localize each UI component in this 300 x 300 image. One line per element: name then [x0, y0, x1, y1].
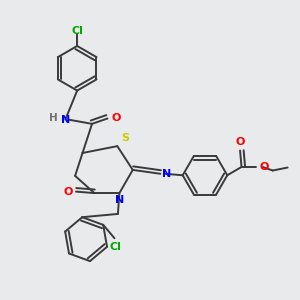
Text: N: N	[61, 115, 70, 125]
Text: Cl: Cl	[71, 26, 83, 36]
Text: O: O	[236, 137, 245, 147]
Text: S: S	[121, 133, 129, 142]
Text: N: N	[162, 169, 171, 179]
Text: O: O	[63, 187, 72, 196]
Text: O: O	[260, 162, 269, 172]
Text: Cl: Cl	[110, 242, 122, 252]
Text: N: N	[116, 196, 124, 206]
Text: O: O	[111, 113, 120, 124]
Text: H: H	[49, 113, 58, 123]
